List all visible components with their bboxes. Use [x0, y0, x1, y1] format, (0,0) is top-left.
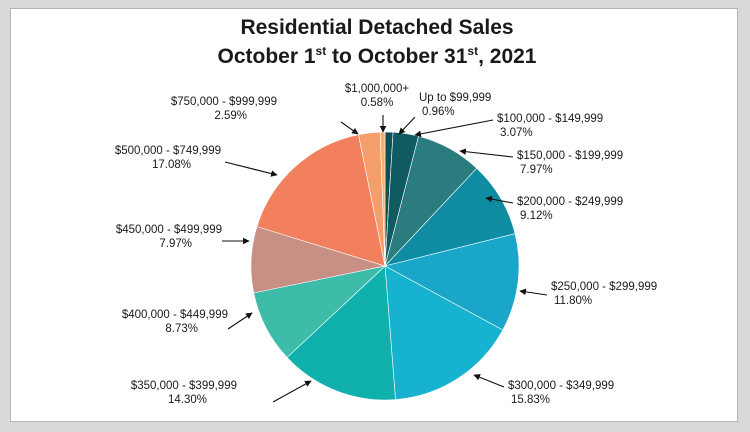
slice-range-label: $1,000,000+ [345, 83, 410, 95]
pie-slice [256, 134, 386, 267]
slice-percent-label: 7.97% [520, 164, 553, 176]
leader-arrow [485, 195, 514, 204]
slice-range-label: $500,000 - $749,999 [115, 145, 221, 157]
leader-arrow [227, 312, 253, 330]
slice-percent-label: 17.08% [152, 159, 191, 171]
slice-percent-label: 14.30% [168, 394, 207, 406]
slice-percent-label: 7.97% [159, 238, 192, 250]
leader-arrow [398, 116, 416, 135]
chart-title-line-2: October 1st to October 31st, 2021 [218, 44, 537, 68]
leader-arrow [459, 148, 514, 158]
leader-arrow [340, 121, 359, 135]
pie-slice [384, 233, 520, 331]
slice-percent-label: 0.58% [361, 97, 394, 109]
slice-range-label: $400,000 - $449,999 [122, 309, 228, 321]
slice-percent-label: 11.80% [554, 295, 592, 307]
leader-arrow [224, 161, 278, 177]
slice-percent-label: 2.59% [214, 110, 247, 122]
slice-percent-label: 15.83% [511, 394, 550, 406]
slice-range-label: $450,000 - $499,999 [116, 224, 222, 236]
slice-percent-label: 8.73% [165, 323, 198, 335]
leader-arrow [473, 374, 505, 388]
slice-percent-label: 3.07% [500, 127, 533, 139]
slice-range-label: $250,000 - $299,999 [551, 281, 657, 293]
slice-range-label: $350,000 - $399,999 [131, 380, 237, 392]
pie-slice [286, 265, 396, 401]
pie-slice [384, 265, 504, 400]
slice-range-label: $750,000 - $999,999 [171, 96, 277, 108]
leader-arrow [272, 380, 312, 403]
chart-title-line-1: Residential Detached Sales [240, 16, 513, 39]
leader-arrow [414, 119, 494, 138]
slice-range-label: $100,000 - $149,999 [497, 113, 603, 125]
slice-range-label: $300,000 - $349,999 [508, 380, 614, 392]
slice-range-label: $150,000 - $199,999 [517, 150, 623, 162]
slice-percent-label: 0.96% [422, 106, 455, 118]
slice-range-label: Up to $99,999 [419, 92, 491, 104]
slice-percent-label: 9.12% [520, 210, 553, 222]
slice-range-label: $200,000 - $249,999 [517, 196, 623, 208]
leader-arrow [519, 288, 548, 296]
